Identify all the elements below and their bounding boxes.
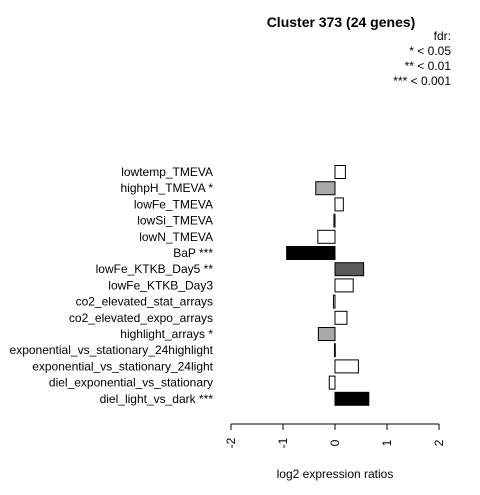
x-axis-label: log2 expression ratios [277, 467, 394, 481]
bar [334, 391, 370, 406]
bar [333, 213, 336, 228]
category-label: exponential_vs_stationary_24highlight [10, 343, 214, 357]
category-label: lowtemp_TMEVA [121, 165, 213, 179]
bar [315, 181, 336, 196]
category-label: exponential_vs_stationary_24light [32, 359, 213, 373]
bar [317, 327, 336, 341]
legend-entry-1: * < 0.05 [409, 44, 451, 58]
category-label: lowSi_TMEVA [137, 214, 213, 228]
x-tick-label: 2 [432, 439, 446, 446]
x-tick-label: -2 [224, 437, 238, 448]
category-label: lowN_TMEVA [139, 230, 213, 244]
category-labels: lowtemp_TMEVA highpH_TMEVA * lowFe_TMEVAlo… [10, 165, 214, 406]
category-label: diel_light_vs_dark *** [100, 392, 214, 406]
x-tick-label: -1 [276, 437, 290, 448]
bar [334, 359, 359, 374]
category-label: lowFe_KTKB_Day5 ** [96, 262, 214, 276]
category-label: diel_exponential_vs_stationary [49, 376, 213, 390]
bar [334, 165, 346, 179]
category-label: highpH_TMEVA * [121, 181, 214, 195]
x-axis: -2 -1 0 1 2 [224, 423, 446, 448]
legend-entry-3: *** < 0.001 [393, 74, 451, 88]
category-label: co2_elevated_expo_arrays [69, 311, 213, 325]
category-label: highlight_arrays * [120, 327, 213, 341]
x-tick-label: 1 [380, 439, 394, 446]
bar [328, 375, 336, 390]
category-label: lowFe_KTKB_Day3 [108, 278, 213, 292]
bars [286, 165, 370, 406]
bar [334, 262, 365, 277]
bar [334, 310, 348, 325]
chart-title: Cluster 373 (24 genes) [267, 14, 416, 30]
category-label: BaP *** [173, 246, 213, 260]
bar [334, 197, 344, 212]
category-label: co2_elevated_stat_arrays [76, 295, 213, 309]
legend-entry-2: ** < 0.01 [405, 59, 452, 73]
bar [332, 294, 336, 309]
category-label: lowFe_TMEVA [134, 197, 213, 211]
bar [333, 343, 336, 358]
bar [334, 278, 354, 293]
x-tick-label: 0 [328, 439, 342, 446]
bar [317, 229, 336, 244]
legend: fdr: * < 0.05 ** < 0.01 *** < 0.001 [393, 29, 451, 88]
legend-title: fdr: [434, 29, 451, 43]
bar [286, 246, 336, 260]
